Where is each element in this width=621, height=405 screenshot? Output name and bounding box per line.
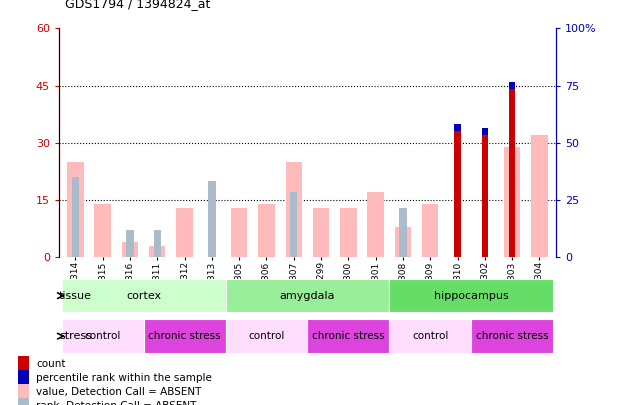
Bar [61,279,225,312]
Bar [225,279,389,312]
Bar [94,204,111,257]
Bar [531,135,548,257]
Bar [395,227,411,257]
Text: tissue: tissue [59,291,92,301]
Bar [208,181,215,257]
Bar [71,177,79,257]
Bar [122,242,138,257]
Text: chronic stress: chronic stress [476,331,548,341]
Text: hippocampus: hippocampus [434,291,509,301]
Bar [482,128,488,135]
Bar [455,124,461,131]
Bar [19,398,29,405]
Bar [67,162,84,257]
Text: control: control [84,331,121,341]
Bar [455,131,461,257]
Bar [399,208,407,257]
Bar [258,204,274,257]
Bar [231,208,247,257]
Text: amygdala: amygdala [279,291,335,301]
Bar [340,208,356,257]
Bar [504,147,520,257]
Text: value, Detection Call = ABSENT: value, Detection Call = ABSENT [36,387,202,397]
Bar [149,246,165,257]
Text: rank, Detection Call = ABSENT: rank, Detection Call = ABSENT [36,401,197,405]
Bar [471,320,553,353]
Bar [286,162,302,257]
Text: stress: stress [59,331,92,341]
Bar [19,370,29,386]
Bar [422,204,438,257]
Bar [509,82,515,90]
Text: control: control [248,331,284,341]
Text: chronic stress: chronic stress [312,331,384,341]
Bar [313,208,329,257]
Bar [482,135,488,257]
Text: percentile rank within the sample: percentile rank within the sample [36,373,212,383]
Bar [19,356,29,372]
Bar [126,230,134,257]
Bar [153,230,161,257]
Text: control: control [412,331,448,341]
Text: GDS1794 / 1394824_at: GDS1794 / 1394824_at [65,0,211,10]
Bar [389,320,471,353]
Bar [61,320,143,353]
Bar [290,192,297,257]
Bar [389,279,553,312]
Text: cortex: cortex [126,291,161,301]
Bar [307,320,389,353]
Bar [225,320,307,353]
Text: chronic stress: chronic stress [148,331,221,341]
Bar [143,320,225,353]
Bar [19,384,29,400]
Bar [176,208,193,257]
Bar [509,90,515,257]
Bar [368,192,384,257]
Text: count: count [36,359,66,369]
